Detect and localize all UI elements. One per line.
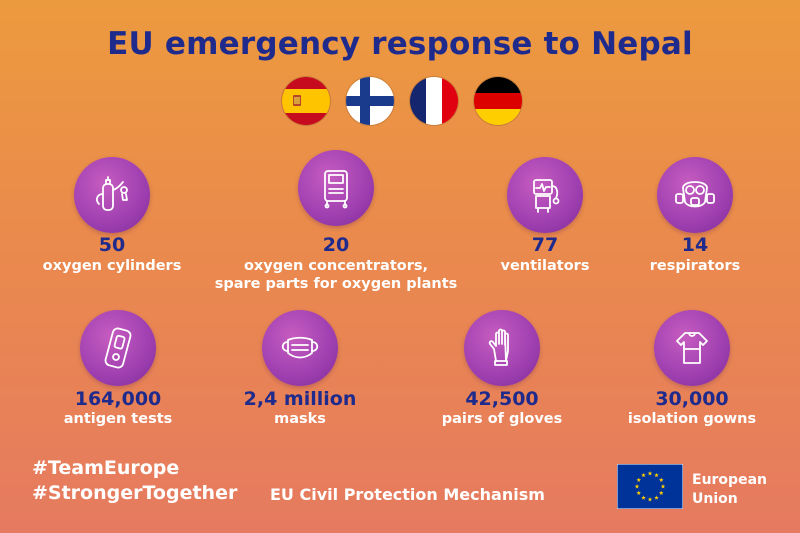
stat-label: oxygen cylinders [42, 258, 182, 274]
stat-label: pairs of gloves [441, 411, 563, 427]
eu-star [647, 471, 653, 476]
stat-value: 14 [681, 234, 709, 256]
glove-icon [464, 310, 540, 386]
eu-star [658, 490, 664, 495]
eu-star [658, 477, 664, 482]
mask-icon [262, 310, 338, 386]
civil-protection-mechanism: EU Civil Protection Mechanism [270, 485, 545, 504]
stat-label: ventilators [500, 258, 590, 274]
stat-value: 77 [531, 234, 559, 256]
stat-label: oxygen concentrators, [243, 258, 429, 274]
oxygen-concentrator-icon [298, 150, 374, 226]
stat-value: 164,000 [74, 388, 162, 410]
eu-star [654, 472, 659, 478]
eu-logo-text: European Union [692, 471, 767, 509]
stat-value: 30,000 [655, 388, 729, 410]
stat-value: 20 [322, 234, 350, 256]
page-title: EU emergency response to Nepal [107, 26, 693, 62]
hashtag-team-europe: #TeamEurope [32, 457, 180, 479]
ventilator-icon [507, 157, 583, 233]
stat-value: 50 [98, 234, 126, 256]
stat-label: respirators [649, 258, 741, 274]
stat-label: antigen tests [63, 411, 173, 427]
antigen-test-icon [80, 310, 156, 386]
eu-star [647, 497, 653, 502]
germany-flag-icon [474, 77, 522, 125]
hashtag-stronger-together: #StrongerTogether [32, 482, 238, 504]
stat-label-line2: spare parts for oxygen plants [214, 276, 458, 292]
eu-star [654, 495, 659, 500]
spain-flag-icon [282, 77, 330, 125]
eu-star [641, 495, 646, 500]
hashtags: #TeamEurope #StrongerTogether [32, 456, 237, 506]
stat-value: 42,500 [465, 388, 539, 410]
stat-value: 2,4 million [243, 388, 357, 410]
eu-star [636, 490, 642, 495]
france-flag-icon [410, 77, 458, 125]
eu-star [660, 484, 666, 489]
respirator-icon [657, 157, 733, 233]
flag-row [282, 77, 522, 125]
eu-star [641, 472, 646, 478]
stat-label: isolation gowns [627, 411, 757, 427]
eu-star [636, 477, 642, 482]
eu-text-line2: Union [692, 491, 738, 507]
eu-star [634, 484, 640, 489]
stat-label: masks [274, 411, 326, 427]
eu-text-line1: European [692, 472, 767, 488]
gown-icon [654, 310, 730, 386]
finland-flag-icon [346, 77, 394, 125]
oxygen-cylinder-icon [74, 157, 150, 233]
eu-flag-icon [616, 463, 684, 510]
